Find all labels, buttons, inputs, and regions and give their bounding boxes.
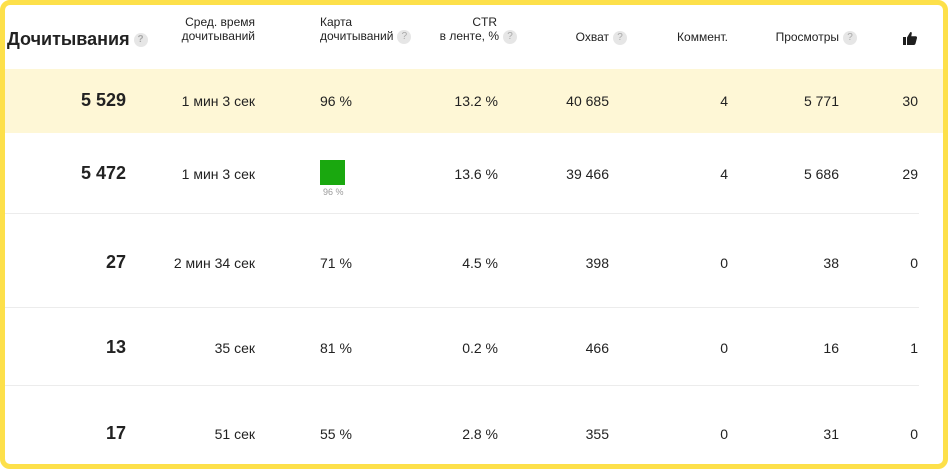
comments-value: 0 xyxy=(720,255,728,271)
header-map-line1: Карта xyxy=(320,15,353,29)
map-value: 81 % xyxy=(320,340,352,356)
highlighted-row xyxy=(5,69,943,133)
ctr-value: 2.8 % xyxy=(462,426,498,442)
reads-value: 5 529 xyxy=(80,90,126,110)
avg-time-value: 1 мин 3 сек xyxy=(181,93,255,109)
reach-value: 40 685 xyxy=(566,93,609,109)
likes-value: 0 xyxy=(910,426,918,442)
read-map-percent: 96 % xyxy=(323,187,344,197)
likes-value: 29 xyxy=(902,166,918,182)
header-avg-time-line1: Сред. время xyxy=(185,15,255,29)
views-value: 16 xyxy=(823,340,839,356)
likes-value: 1 xyxy=(910,340,918,356)
row-divider xyxy=(5,307,919,308)
thumbs-up-icon[interactable] xyxy=(902,30,918,46)
header-reads-label: Дочитывания xyxy=(7,29,130,49)
views-value: 38 xyxy=(823,255,839,271)
header-comments-label: Коммент. xyxy=(677,30,728,44)
avg-time-value: 35 сек xyxy=(214,340,255,356)
avg-time-value: 51 сек xyxy=(214,426,255,442)
likes-value: 30 xyxy=(902,93,918,109)
comments-value: 4 xyxy=(720,166,728,182)
help-icon[interactable]: ? xyxy=(613,30,627,45)
views-value: 31 xyxy=(823,426,839,442)
ctr-value: 4.5 % xyxy=(462,255,498,271)
reads-value: 27 xyxy=(105,252,126,272)
header-map[interactable]: Карта дочитываний? xyxy=(320,15,440,44)
avg-time-value: 1 мин 3 сек xyxy=(181,166,255,182)
comments-value: 4 xyxy=(720,93,728,109)
help-icon[interactable]: ? xyxy=(843,30,857,45)
map-value: 55 % xyxy=(320,426,352,442)
row-divider xyxy=(5,213,919,214)
header-views-label: Просмотры xyxy=(775,30,839,44)
views-value: 5 686 xyxy=(803,166,839,182)
row-divider xyxy=(5,385,919,386)
header-views[interactable]: Просмотры? xyxy=(735,30,857,45)
avg-time-value: 2 мин 34 сек xyxy=(173,255,255,271)
help-icon[interactable]: ? xyxy=(397,29,412,44)
header-avg-time[interactable]: Сред. время дочитываний xyxy=(155,15,255,43)
read-map-bar[interactable] xyxy=(320,160,345,185)
ctr-value: 0.2 % xyxy=(462,340,498,356)
header-reach[interactable]: Охват? xyxy=(535,30,627,45)
header-comments[interactable]: Коммент. xyxy=(645,30,728,44)
likes-value: 0 xyxy=(910,255,918,271)
reach-value: 398 xyxy=(585,255,609,271)
header-ctr-line1: CTR xyxy=(472,15,497,29)
views-value: 5 771 xyxy=(803,93,839,109)
reads-value: 17 xyxy=(105,423,126,443)
comments-value: 0 xyxy=(720,426,728,442)
header-ctr-line2: в ленте, % xyxy=(439,29,499,43)
help-icon[interactable]: ? xyxy=(503,29,517,44)
header-reads[interactable]: Дочитывания? xyxy=(7,28,148,50)
ctr-value: 13.2 % xyxy=(454,93,498,109)
ctr-value: 13.6 % xyxy=(454,166,498,182)
header-avg-time-line2: дочитываний xyxy=(181,29,255,43)
help-icon[interactable]: ? xyxy=(133,33,148,48)
header-reach-label: Охват xyxy=(575,30,609,44)
reads-value: 5 472 xyxy=(80,163,126,183)
header-map-line2: дочитываний xyxy=(320,29,394,43)
reach-value: 39 466 xyxy=(566,166,609,182)
map-value: 96 % xyxy=(320,93,352,109)
comments-value: 0 xyxy=(720,340,728,356)
reach-value: 355 xyxy=(585,426,609,442)
map-value: 71 % xyxy=(320,255,352,271)
header-ctr[interactable]: CTR в ленте, %? xyxy=(415,15,517,44)
reads-value: 13 xyxy=(105,337,126,357)
reach-value: 466 xyxy=(585,340,609,356)
